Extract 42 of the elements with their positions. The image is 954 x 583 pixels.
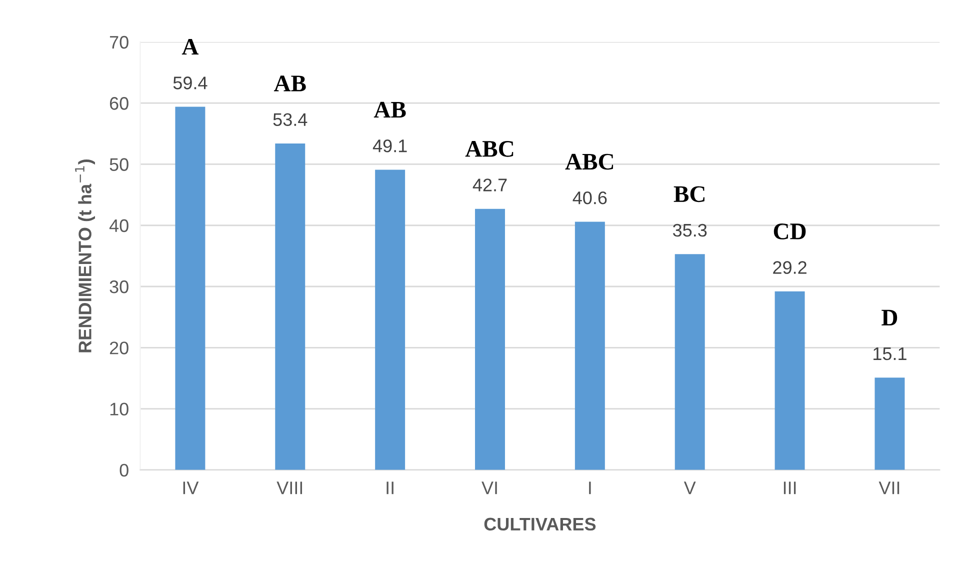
data-label: 29.2 [773, 261, 806, 274]
annotation: ABC [465, 140, 514, 157]
y-tick-label: 20 [110, 342, 128, 354]
annotation: A [182, 38, 199, 55]
bar [175, 106, 206, 470]
bar [574, 222, 605, 470]
annotation: CD [774, 224, 806, 240]
bar [275, 143, 306, 470]
data-label: 49.1 [372, 140, 407, 152]
data-label: 59.4 [173, 76, 208, 90]
x-tick-label: II [386, 482, 394, 494]
annotation: ABC [565, 154, 614, 170]
data-label: 42.7 [472, 178, 507, 192]
data-label: 35.3 [672, 224, 707, 237]
data-label: 40.6 [572, 191, 607, 204]
y-tick-label: 50 [110, 158, 128, 171]
bar [475, 208, 505, 470]
annotation: D [882, 310, 898, 326]
bar [774, 291, 805, 470]
x-tick-label: VIII [276, 482, 302, 494]
bar [674, 254, 705, 470]
x-tick-label: VI [482, 482, 497, 494]
bar [874, 378, 905, 470]
y-axis-title: RENDIMIENTO (t ha$^{−1}$) [75, 160, 95, 352]
x-tick-label: III [784, 482, 796, 494]
x-tick-label: I [589, 482, 591, 494]
x-tick-label: IV [183, 482, 199, 494]
y-tick-label: 0 [120, 464, 128, 477]
y-tick-label: 10 [110, 402, 128, 416]
data-label: 53.4 [273, 113, 308, 126]
x-tick-label: V [684, 482, 696, 494]
annotation: AB [274, 76, 306, 92]
y-tick-label: 30 [110, 280, 128, 294]
annotation: AB [374, 102, 406, 118]
data-label: 15.1 [874, 348, 906, 360]
y-tick-label: 60 [110, 97, 128, 110]
y-tick-label: 40 [109, 219, 128, 232]
y-tick-label: 70 [110, 36, 128, 49]
bar [375, 170, 406, 470]
annotation: BC [674, 186, 704, 202]
x-axis-title: CULTIVARES [484, 518, 596, 531]
x-tick-label: VII [878, 482, 900, 494]
